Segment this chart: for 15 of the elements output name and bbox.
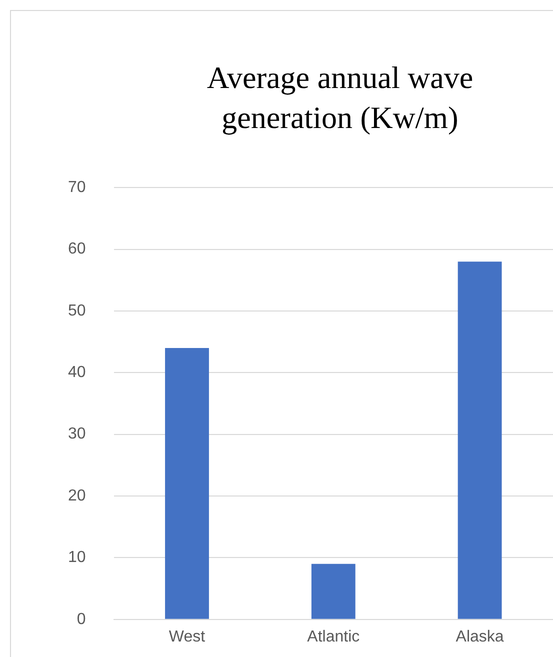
y-tick-label: 10 (68, 549, 86, 566)
y-tick-label: 0 (76, 610, 86, 628)
x-tick-label: Alaska (456, 628, 504, 646)
bar (458, 262, 502, 619)
bar (311, 564, 356, 619)
x-tick-label: Atlantic (307, 628, 360, 646)
bar (165, 348, 209, 619)
y-tick-label: 40 (68, 364, 86, 382)
x-tick-label: West (168, 628, 206, 646)
y-tick-label: 50 (68, 302, 86, 320)
y-tick-label: 30 (68, 426, 86, 443)
y-tick-label: 70 (68, 179, 86, 196)
chart-title: Average annual wave generation (Kw/m) (206, 59, 474, 137)
y-tick-label: 60 (68, 240, 86, 258)
y-tick-label: 20 (68, 487, 86, 504)
